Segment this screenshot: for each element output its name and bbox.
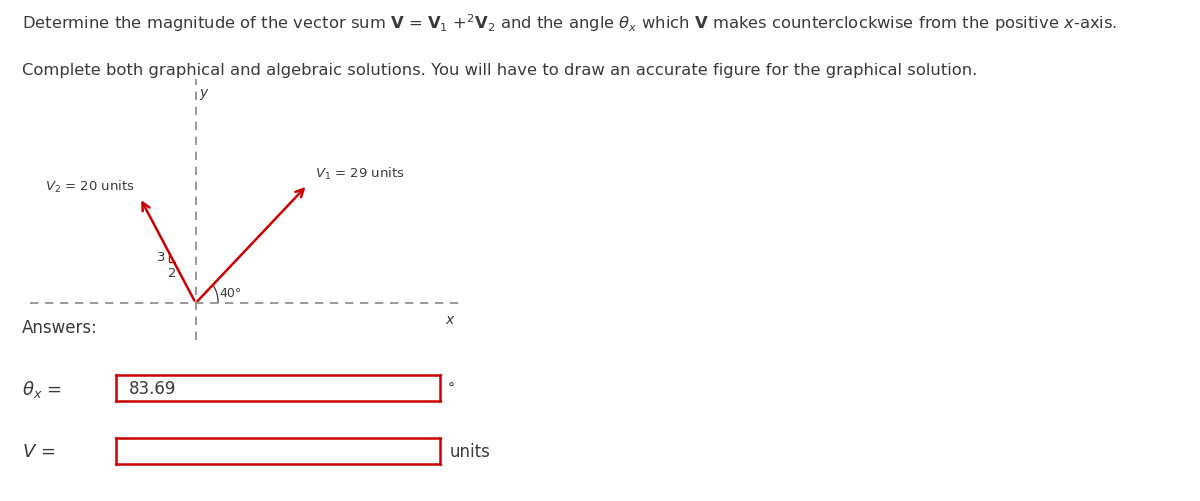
Text: $\theta_x$ =: $\theta_x$ = bbox=[22, 378, 61, 399]
Text: $V$ =: $V$ = bbox=[22, 442, 55, 460]
Text: x: x bbox=[445, 313, 454, 326]
Text: 40°: 40° bbox=[220, 286, 241, 299]
Text: $V_1$ = 29 units: $V_1$ = 29 units bbox=[314, 166, 404, 182]
Text: i: i bbox=[98, 443, 104, 458]
Text: $V_2$ = 20 units: $V_2$ = 20 units bbox=[46, 178, 136, 194]
Text: °: ° bbox=[448, 381, 455, 395]
Text: y: y bbox=[199, 86, 208, 100]
Text: Determine the magnitude of the vector sum $\mathbf{V}$ = $\mathbf{V}_1$ +$^2\mat: Determine the magnitude of the vector su… bbox=[22, 13, 1117, 34]
Text: units: units bbox=[450, 442, 491, 460]
Text: 3: 3 bbox=[157, 251, 166, 264]
Text: 2: 2 bbox=[168, 267, 176, 280]
Text: 83.69: 83.69 bbox=[130, 379, 176, 397]
Text: Complete both graphical and algebraic solutions. You will have to draw an accura: Complete both graphical and algebraic so… bbox=[22, 63, 977, 78]
Text: Answers:: Answers: bbox=[22, 318, 97, 336]
Text: i: i bbox=[98, 381, 104, 396]
